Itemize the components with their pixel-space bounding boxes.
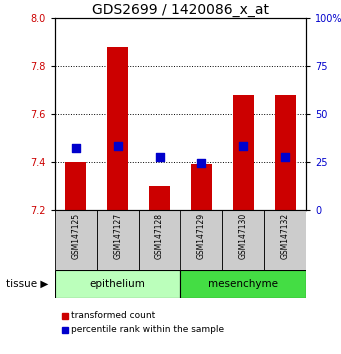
Point bbox=[73, 145, 79, 150]
Point bbox=[199, 160, 204, 166]
Bar bbox=[149, 186, 170, 210]
Bar bbox=[107, 47, 128, 210]
Bar bbox=[264, 210, 306, 270]
Bar bbox=[139, 210, 180, 270]
Text: GSM147132: GSM147132 bbox=[281, 213, 290, 259]
Point bbox=[282, 154, 288, 160]
Text: epithelium: epithelium bbox=[90, 279, 146, 289]
Bar bbox=[55, 270, 180, 298]
Bar bbox=[222, 210, 264, 270]
Point bbox=[115, 144, 120, 149]
Bar bbox=[97, 210, 139, 270]
Text: percentile rank within the sample: percentile rank within the sample bbox=[71, 325, 224, 335]
Bar bbox=[55, 210, 97, 270]
Text: GSM147125: GSM147125 bbox=[71, 213, 80, 259]
Text: mesenchyme: mesenchyme bbox=[208, 279, 278, 289]
Text: GSM147127: GSM147127 bbox=[113, 213, 122, 259]
Text: transformed count: transformed count bbox=[71, 311, 155, 320]
Bar bbox=[180, 270, 306, 298]
Bar bbox=[191, 164, 212, 210]
Text: GSM147129: GSM147129 bbox=[197, 213, 206, 259]
Text: tissue ▶: tissue ▶ bbox=[6, 279, 48, 289]
Title: GDS2699 / 1420086_x_at: GDS2699 / 1420086_x_at bbox=[92, 3, 269, 17]
Bar bbox=[65, 162, 86, 210]
Point bbox=[240, 144, 246, 149]
Bar bbox=[275, 95, 296, 210]
Text: GSM147128: GSM147128 bbox=[155, 213, 164, 259]
Bar bbox=[233, 95, 254, 210]
Bar bbox=[180, 210, 222, 270]
Point bbox=[157, 154, 162, 160]
Text: GSM147130: GSM147130 bbox=[239, 213, 248, 259]
